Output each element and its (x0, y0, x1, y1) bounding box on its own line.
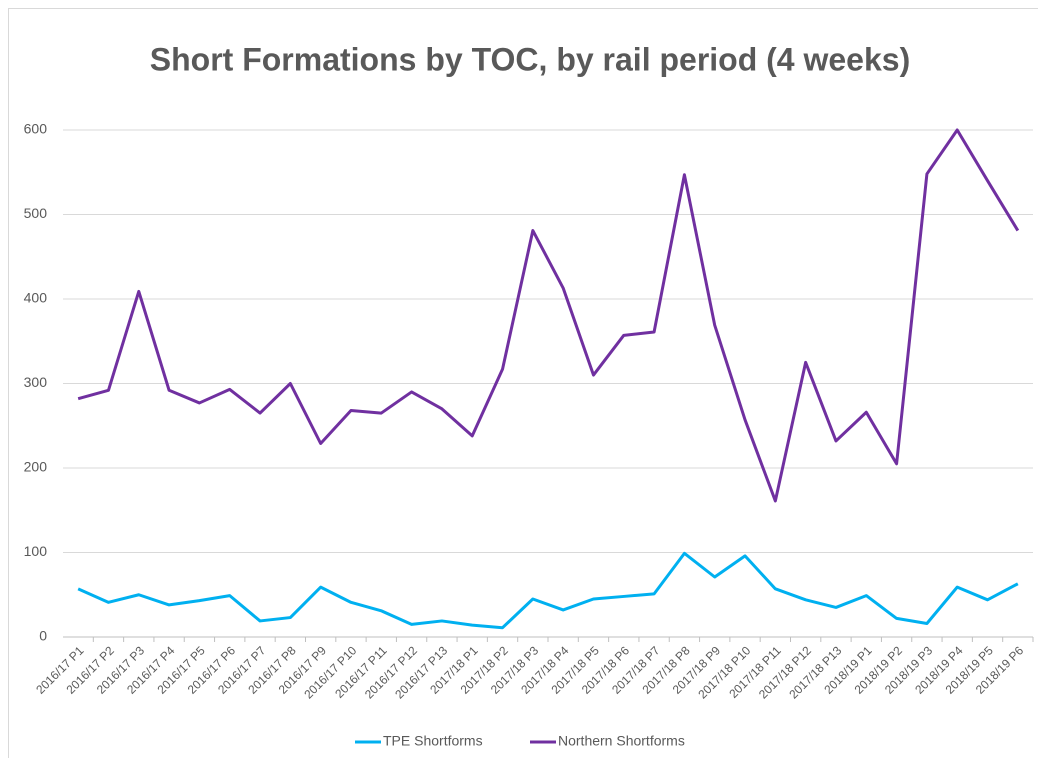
y-tick-label: 600 (24, 121, 48, 137)
series-line (77, 128, 1020, 503)
series-line (77, 551, 1019, 630)
y-tick-label: 500 (24, 205, 48, 221)
y-tick-label: 400 (24, 290, 48, 306)
y-tick-label: 100 (24, 543, 48, 559)
chart-border (8, 8, 1038, 758)
y-tick-label: 200 (24, 459, 48, 475)
chart-title: Short Formations by TOC, by rail period … (150, 41, 910, 77)
legend-label: Northern Shortforms (558, 733, 685, 749)
y-tick-label: 300 (24, 374, 48, 390)
y-tick-label: 0 (39, 628, 47, 644)
legend-label: TPE Shortforms (383, 733, 483, 749)
